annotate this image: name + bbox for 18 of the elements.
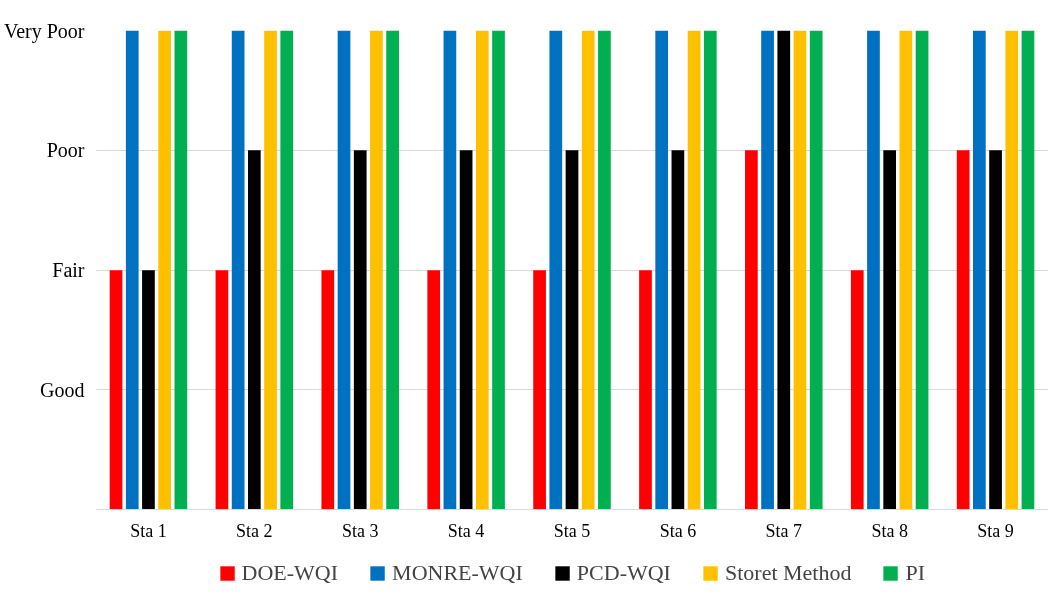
x-tick-label: Sta 1 xyxy=(130,520,167,541)
text: Fair xyxy=(52,259,85,282)
x-tick-label: Sta 8 xyxy=(871,520,908,541)
legend-label: Storet Method xyxy=(724,560,852,586)
text: Poor xyxy=(46,139,85,162)
x-tick-label: Sta 4 xyxy=(447,520,485,541)
text: Good xyxy=(40,378,85,401)
legend-label: DOE-WQI xyxy=(241,560,339,586)
legend-label: PI xyxy=(905,560,926,586)
x-tick-label: Sta 2 xyxy=(236,520,273,541)
x-tick-label: Sta 6 xyxy=(659,520,697,541)
legend-label: PCD-WQI xyxy=(576,560,671,586)
text: Very Poor xyxy=(3,19,85,43)
x-tick-label: Sta 3 xyxy=(341,520,379,541)
x-tick-label: Sta 5 xyxy=(553,520,591,541)
legend-label: MONRE-WQI xyxy=(392,560,523,586)
x-tick-label: Sta 9 xyxy=(977,520,1014,541)
x-tick-label: Sta 7 xyxy=(765,520,803,541)
